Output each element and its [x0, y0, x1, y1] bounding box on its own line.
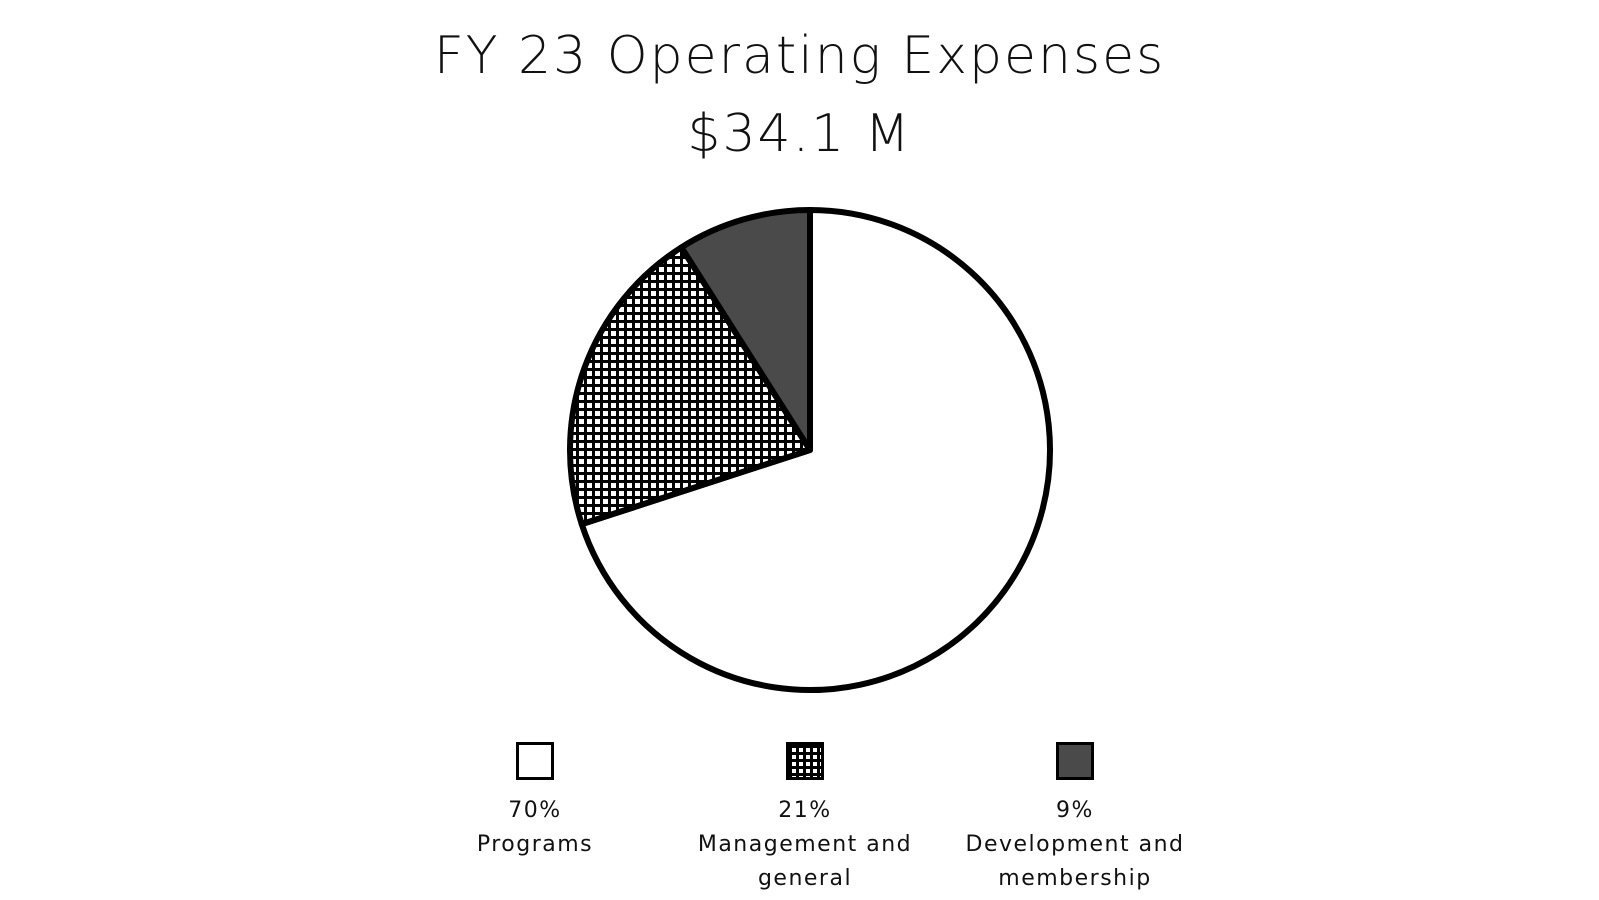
legend-swatch-development [1056, 742, 1094, 780]
pie-slice-management [567, 244, 813, 528]
legend-percent-development: 9% [1056, 798, 1094, 823]
chart-subtitle: $34.1 M [687, 104, 912, 164]
legend-label-programs: Programs [476, 832, 594, 857]
legend-swatch-programs [516, 742, 554, 780]
legend-percent-programs: 70% [508, 798, 562, 823]
legend-item-management: 21% Management and general [685, 742, 925, 896]
legend-swatch-management [786, 742, 824, 780]
legend-item-development: 9% Development and membership [955, 742, 1195, 896]
legend-label-development: Development and membership [965, 832, 1185, 891]
legend-percent-management: 21% [778, 798, 832, 823]
legend-label-management: Management and general [697, 832, 913, 891]
pie-slice-development [678, 207, 813, 453]
legend-item-programs: 70% Programs [415, 742, 655, 862]
chart-title: FY 23 Operating Expenses [433, 26, 1166, 86]
pie-slice-programs [578, 207, 1053, 693]
